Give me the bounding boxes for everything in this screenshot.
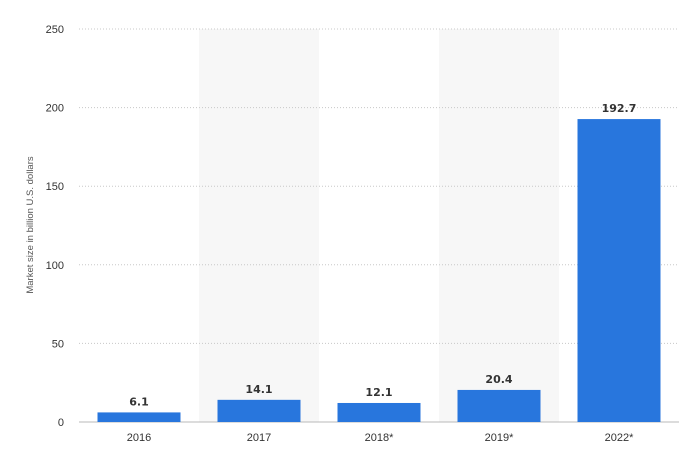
x-tick-label: 2018* [365,432,394,444]
data-label: 14.1 [245,383,272,396]
bar[interactable] [577,119,661,423]
y-axis-ticks: 0 50 100 150 200 250 [46,24,64,429]
y-tick-label: 0 [58,417,64,429]
data-label: 12.1 [365,386,392,399]
x-tick-label: 2017 [247,432,271,444]
data-label: 20.4 [485,373,512,386]
alternating-bands [199,29,559,422]
y-tick-label: 250 [46,24,64,36]
background-band [199,29,319,422]
x-axis-ticks: 2016 2017 2018* 2019* 2022* [127,432,634,444]
data-label: 192.7 [602,102,637,115]
data-label: 6.1 [129,395,149,408]
bar[interactable] [337,402,421,422]
bar[interactable] [457,389,541,422]
bars [97,119,661,423]
bar[interactable] [217,399,301,422]
y-tick-label: 200 [46,103,64,115]
x-tick-label: 2022* [605,432,634,444]
x-tick-label: 2016 [127,432,151,444]
data-labels: 6.1 14.1 12.1 20.4 192.7 [129,102,636,408]
y-tick-label: 50 [52,338,64,350]
y-axis-title: Market size in billion U.S. dollars [25,156,36,294]
bar[interactable] [97,412,181,422]
y-tick-label: 150 [46,181,64,193]
background-band [439,29,559,422]
y-tick-label: 100 [46,260,64,272]
x-tick-label: 2019* [485,432,514,444]
